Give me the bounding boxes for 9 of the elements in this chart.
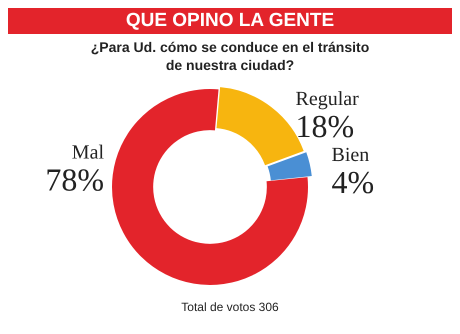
data-label: 4% bbox=[331, 164, 374, 200]
text: Total de votos 306 bbox=[180, 300, 280, 314]
data-label: 18% bbox=[296, 108, 354, 144]
data-label: 78% bbox=[45, 162, 104, 198]
slice-label: Mal bbox=[72, 142, 104, 164]
slice-label: Regular bbox=[296, 88, 360, 110]
chart-subtitle: ¿Para Ud. cómo se conduce en el tránsito de nuestra ciudad? bbox=[90, 38, 370, 74]
chart-title: QUE OPINO LA GENTE bbox=[8, 8, 452, 34]
slice-label: Bien bbox=[331, 144, 370, 166]
